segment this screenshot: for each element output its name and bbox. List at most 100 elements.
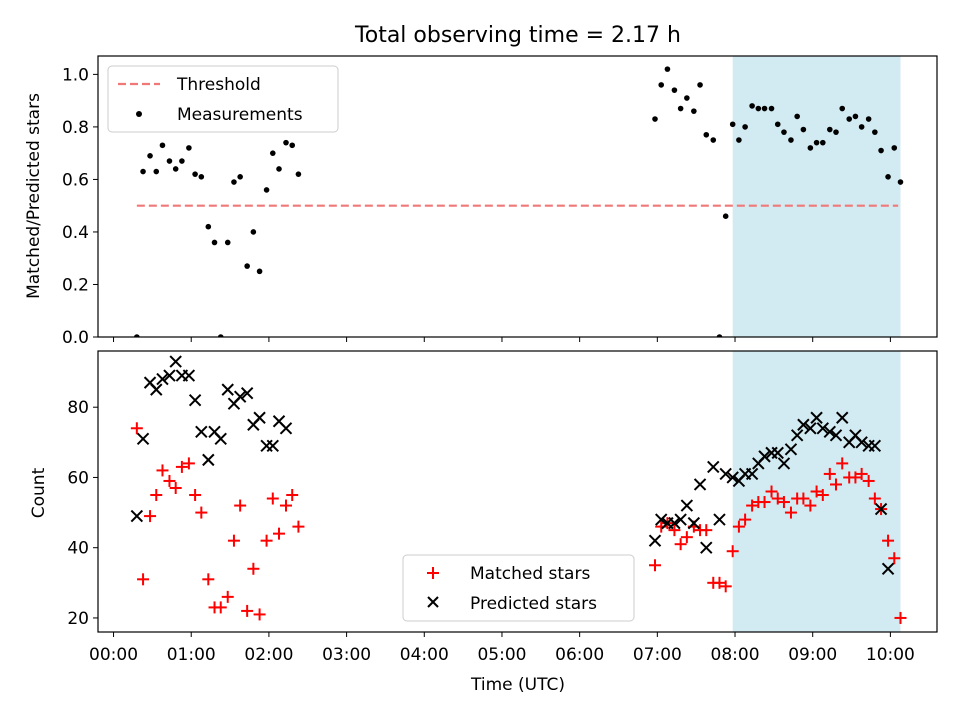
matched-star-point: [777, 496, 790, 509]
predicted-star-point: [287, 683, 298, 694]
matched-star-point: [150, 489, 163, 502]
predicted-star-point: [874, 502, 888, 516]
top-legend: Threshold Measurements: [107, 65, 339, 133]
matched-star-point: [810, 485, 823, 498]
matched-star-point: [830, 478, 843, 491]
predicted-star-point: [279, 422, 293, 435]
predicted-star-point: [655, 513, 668, 526]
measurement-point: [755, 105, 762, 112]
predicted-star-point: [188, 393, 202, 407]
x-tick-label: 00:00: [89, 645, 138, 665]
matched-star-point: [713, 576, 726, 589]
measurement-point: [891, 145, 898, 151]
measurement-point: [722, 213, 729, 219]
matched-star-point: [726, 545, 739, 558]
measurement-point: [166, 158, 173, 164]
y-tick-label: 1.0: [62, 65, 89, 85]
measurement-point: [652, 116, 658, 122]
measurement-point: [749, 103, 755, 109]
matched-star-point: [823, 467, 836, 480]
measurement-point: [820, 139, 826, 146]
predicted-star-point: [163, 369, 176, 382]
legend-predicted-label: Predicted stars: [470, 594, 597, 614]
predicted-star-point: [182, 369, 196, 382]
predicted-star-point: [797, 418, 810, 431]
measurement-point: [774, 121, 781, 128]
predicted-star-point: [668, 516, 681, 530]
predicted-star-point: [202, 453, 215, 467]
y-tick-label: 0.2: [62, 275, 89, 295]
bottom-plot-area: 20 40 60 80 00:00 01:00 02:00 03:00 04:00 05:00 06…: [67, 350, 938, 694]
predicted-star-point: [804, 422, 817, 435]
y-tick-label: 0.4: [62, 223, 89, 243]
predicted-star-point: [221, 383, 234, 396]
matched-star-point: [771, 492, 784, 505]
measurement-point: [289, 142, 296, 149]
predicted-star-point: [719, 467, 732, 481]
measurement-point: [865, 116, 872, 122]
x-tick-label: 10:00: [866, 645, 915, 665]
matched-star-point: [862, 474, 875, 487]
predicted-star-point: [693, 478, 707, 491]
predicted-star-point: [758, 450, 771, 463]
measurement-point: [878, 147, 884, 154]
measurement-point: [153, 168, 160, 175]
legend-threshold-label: Threshold: [176, 75, 261, 95]
axes-frame: [97, 55, 938, 338]
predicted-star-point: [169, 355, 182, 368]
measurement-point: [826, 126, 833, 133]
legend-predicted-swatch: [427, 596, 439, 608]
legend-measurements-swatch: [136, 111, 142, 117]
bottom-legend: Matched stars Predicted stars: [402, 554, 635, 622]
axes-frame: [97, 350, 938, 633]
measurement-point: [205, 223, 212, 230]
legend-matched-swatch: [427, 567, 439, 579]
matched-star-point: [182, 457, 195, 470]
measurement-point: [794, 113, 800, 120]
matched-star-point: [855, 467, 868, 480]
x-tick-label: 09:00: [788, 645, 837, 665]
measurement-point: [813, 139, 820, 146]
measurement-point: [852, 113, 859, 120]
matched-star-point: [266, 492, 279, 505]
measurement-point: [761, 105, 768, 112]
predicted-star-point: [829, 429, 843, 442]
matched-star-point: [868, 492, 881, 505]
matched-star-point: [746, 499, 759, 512]
matched-star-point: [273, 527, 286, 540]
measurement-point: [192, 171, 198, 177]
matched-star-point: [894, 611, 907, 624]
measurement-point: [198, 174, 205, 180]
measurement-point: [677, 105, 684, 112]
x-tick-label: 02:00: [244, 645, 293, 665]
top-ylabel: Matched/Predicted stars: [24, 93, 44, 299]
legend-matched-label: Matched stars: [470, 564, 590, 584]
matched-star-point: [163, 474, 176, 487]
matched-star-point: [195, 506, 208, 519]
x-tick-label: 04:00: [400, 645, 449, 665]
matched-star-point: [202, 573, 215, 586]
predicted-star-point: [150, 383, 163, 396]
measurement-point: [256, 268, 263, 275]
predicted-star-point: [214, 432, 227, 446]
measurement-point: [736, 137, 742, 143]
predicted-star-point: [680, 499, 694, 512]
figure-title: Total observing time = 2.17 h: [354, 23, 681, 48]
matched-star-point: [260, 534, 273, 547]
measurement-point: [839, 105, 846, 112]
predicted-star-point: [648, 534, 662, 547]
y-tick-label: 0.6: [62, 170, 89, 190]
matched-star-point: [221, 590, 234, 603]
y-tick-label: 20: [67, 609, 89, 629]
measurement-point: [742, 124, 748, 130]
measurement-point: [858, 124, 865, 130]
measurement-point: [263, 187, 270, 193]
measurement-point: [140, 168, 146, 175]
predicted-star-point: [745, 467, 759, 481]
measurement-point: [710, 137, 717, 143]
matched-star-point: [253, 608, 266, 621]
measurement-point: [697, 82, 703, 88]
matched-star-point: [700, 524, 713, 537]
matched-star-point: [765, 485, 778, 498]
measurement-point: [269, 150, 276, 156]
